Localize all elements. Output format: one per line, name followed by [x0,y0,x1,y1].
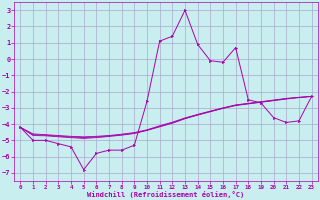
X-axis label: Windchill (Refroidissement éolien,°C): Windchill (Refroidissement éolien,°C) [87,191,244,198]
